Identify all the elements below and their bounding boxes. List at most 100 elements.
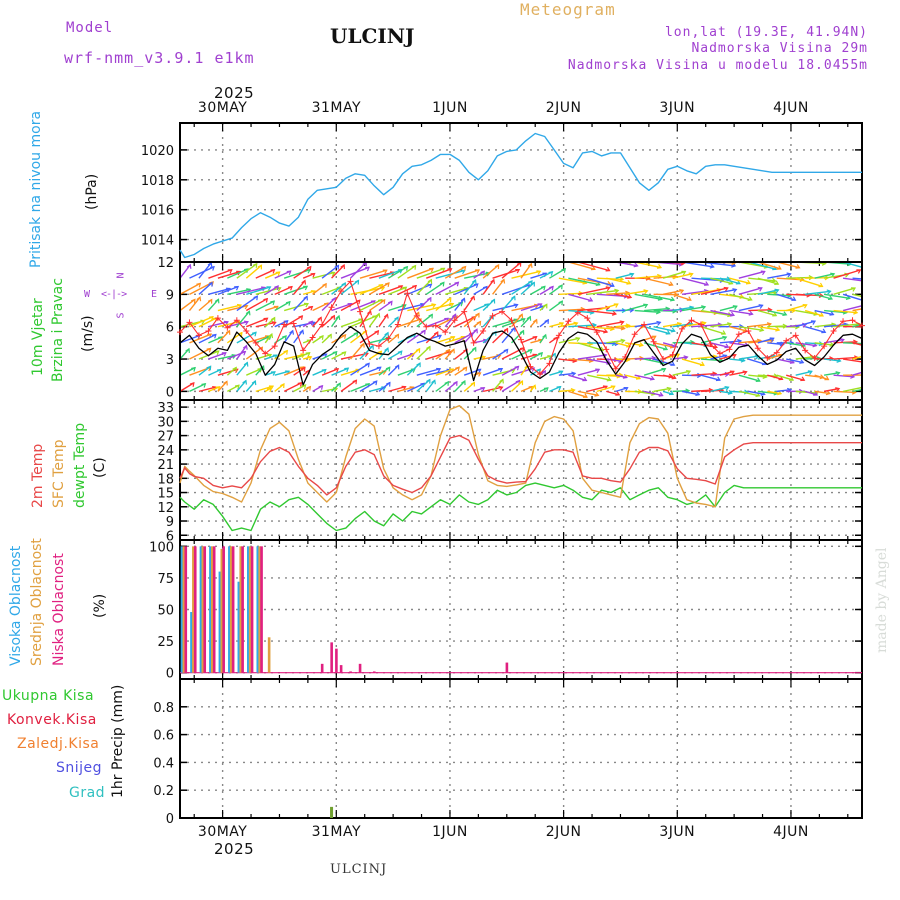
wind-barb-head — [670, 327, 676, 333]
wind-barb — [842, 293, 862, 301]
wind-barb — [189, 316, 214, 328]
wind-barb — [359, 284, 383, 295]
wind-barb — [710, 309, 735, 316]
wind-barb-head — [772, 311, 778, 317]
wind-barb — [416, 368, 441, 376]
wind-barb-head — [426, 345, 431, 351]
wind-barb-head — [401, 304, 407, 309]
wind-barb-head — [769, 337, 775, 342]
wind-barb-head — [542, 333, 547, 339]
wind-barb — [852, 388, 862, 393]
wind-barb-head — [369, 344, 374, 350]
wind-barb-head — [215, 253, 219, 257]
bottom-date-label: 2JUN — [545, 824, 582, 840]
wind-barb — [245, 380, 256, 392]
wind-barb — [672, 293, 692, 301]
wind-barb-head — [478, 252, 482, 256]
wind-barb — [227, 305, 248, 312]
wind-barb-head — [266, 251, 270, 255]
cloud-bar-low — [505, 662, 509, 673]
wind-barb-head — [426, 378, 431, 384]
wind-barb-head — [475, 269, 481, 274]
wind-barb-head — [656, 264, 663, 269]
wind-barb — [189, 266, 215, 279]
wind-barb — [814, 273, 835, 279]
wind-barb-head — [341, 351, 347, 356]
wind-barb-head — [686, 370, 692, 375]
wind-barb — [388, 350, 403, 360]
wind-barb-head — [724, 385, 730, 391]
wind-speed-line — [179, 326, 863, 386]
wind-barb-head — [451, 313, 457, 319]
wind-barb-head — [186, 263, 192, 269]
wind-barb — [473, 356, 486, 360]
wind-barb — [283, 382, 302, 393]
wind-barb-head — [301, 384, 307, 389]
wind-barb-head — [402, 255, 406, 259]
wind-gust-marker — [499, 308, 506, 315]
wind-barb — [274, 370, 290, 376]
wind-barb — [757, 277, 779, 285]
wind-barb — [634, 309, 660, 313]
wind-barb — [710, 386, 729, 393]
wind-barb — [340, 379, 357, 392]
wind-gust-marker — [792, 332, 799, 339]
wind-barb-head — [282, 249, 286, 253]
wind-barb-head — [252, 262, 258, 268]
wind-barb — [615, 324, 630, 328]
wind-barb-head — [319, 334, 324, 340]
wind-barb — [615, 273, 634, 279]
wind-barb-head — [561, 267, 567, 273]
wind-gust-marker — [233, 317, 240, 324]
wind-barb — [501, 365, 519, 376]
wind-barb — [463, 368, 481, 376]
wind-barb-head — [517, 252, 521, 256]
wind-barb — [795, 320, 816, 328]
wind-barb-head — [802, 303, 808, 309]
wind-barb-head — [223, 380, 228, 386]
wind-barb-head — [661, 367, 667, 373]
wind-barb-head — [334, 368, 340, 373]
wind-barb — [359, 366, 381, 376]
wind-barb-head — [755, 377, 761, 382]
cloud-bar-mid — [239, 546, 243, 673]
wind-barb-head — [863, 304, 867, 308]
wind-barb-head — [520, 318, 526, 323]
wind-barb-head — [835, 371, 841, 377]
wind-barb-head — [813, 391, 819, 396]
wind-barb — [388, 385, 406, 393]
wind-barb-head — [417, 318, 423, 323]
wind-barb-head — [251, 245, 255, 249]
wind-barb — [549, 268, 566, 279]
wind-barb-head — [321, 368, 327, 374]
wind-barb-head — [671, 255, 675, 259]
wind-barb — [672, 323, 693, 328]
wind-barb — [369, 271, 395, 279]
wind-barb-head — [666, 386, 672, 392]
wind-gust-marker — [754, 345, 761, 352]
wind-barb — [501, 284, 530, 296]
wind-barb-head — [268, 333, 274, 339]
wind-barb — [492, 379, 504, 392]
wind-barb-head — [757, 287, 763, 292]
model-elevation-label: Nadmorska Visina u modelu 18.0455m — [567, 58, 868, 73]
wind-barb-head — [462, 366, 468, 372]
wind-barb — [426, 262, 428, 263]
wind-barb — [464, 262, 466, 263]
wind-barb — [833, 356, 858, 360]
wind-barb — [861, 309, 862, 311]
wind-barb — [189, 333, 212, 344]
wind-barb-head — [263, 297, 269, 303]
wind-barb — [824, 358, 841, 362]
wind-barb-head — [649, 375, 655, 381]
wind-barb — [180, 334, 200, 344]
wind-barb-head — [461, 380, 466, 386]
wind-barb — [227, 321, 249, 328]
wind-barb — [568, 324, 596, 328]
wind-barb — [236, 263, 258, 279]
wind-barb-head — [412, 284, 418, 290]
wind-barb-head — [271, 321, 277, 326]
wind-barb — [861, 262, 862, 263]
wind-barb-head — [397, 350, 403, 356]
wind-barb-head — [416, 362, 421, 368]
